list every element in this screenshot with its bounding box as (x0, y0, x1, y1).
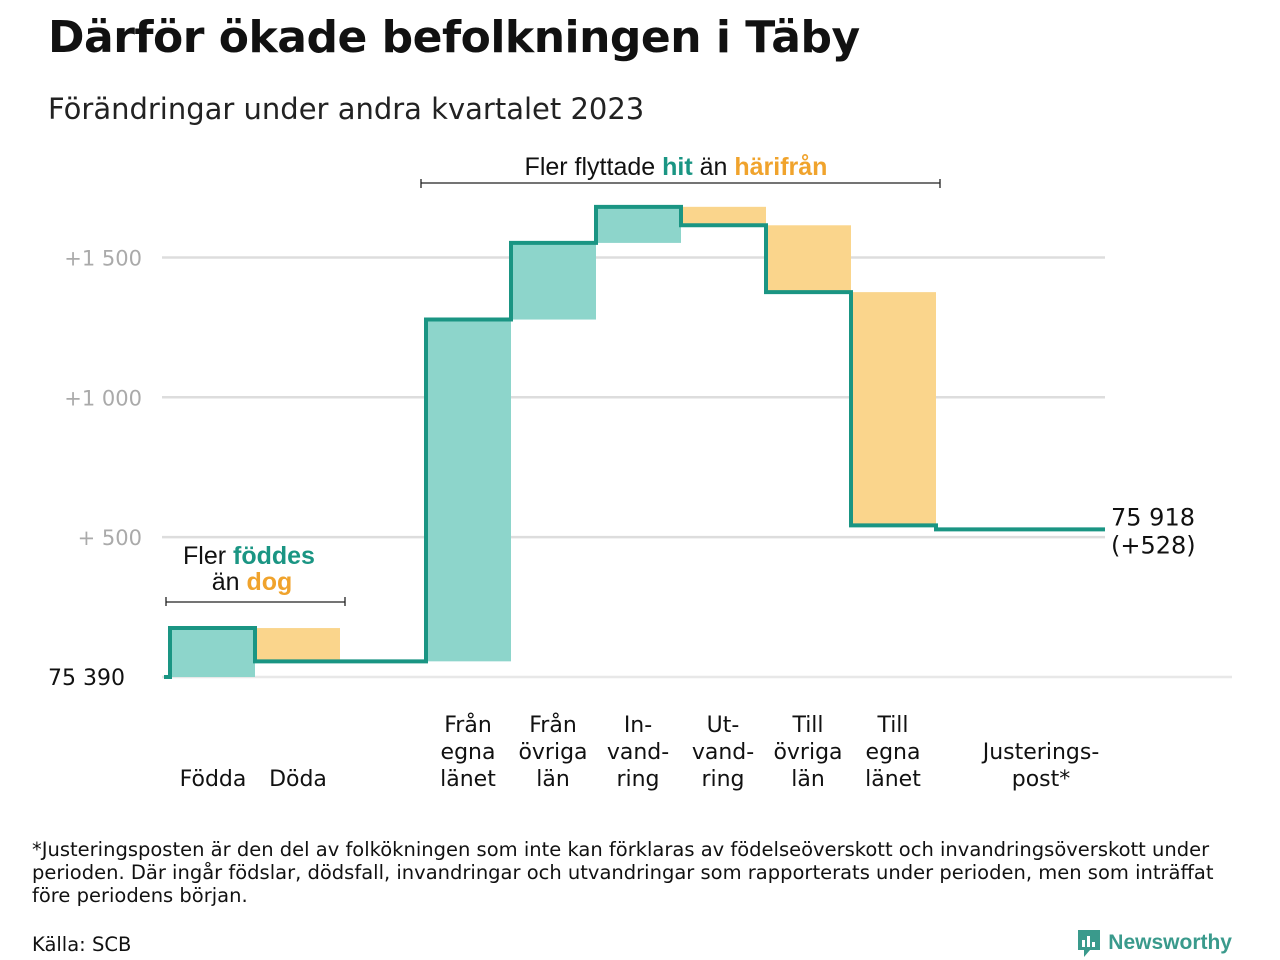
waterfall-bar (170, 628, 255, 677)
waterfall-bar (596, 206, 681, 243)
base-value-label: 75 390 (48, 666, 125, 691)
annotation-text: Fler flyttade (525, 153, 663, 181)
births-bracket (165, 597, 346, 606)
category-label-line: post* (1012, 767, 1071, 792)
moves-bracket (420, 179, 941, 188)
waterfall-bar (766, 225, 851, 293)
waterfall-bar (511, 242, 596, 320)
category-label-line: övriga (773, 740, 842, 765)
category-label-line: Justerings- (981, 740, 1100, 765)
brand-name: Newsworthy (1108, 931, 1232, 954)
y-tick-label: +1 000 (64, 386, 142, 410)
annotation-text: Fler (183, 542, 233, 570)
annotation-highlight: hit (662, 153, 693, 181)
category-label-line: vand- (692, 740, 754, 765)
waterfall-bar (851, 292, 936, 526)
annotation-highlight-born: föddes (233, 542, 315, 570)
total-change-label: (+528) (1111, 531, 1196, 559)
footnote: *Justeringsposten är den del av folkökni… (32, 838, 1214, 907)
category-label-line: Till (876, 713, 908, 738)
category-label-line: ring (701, 767, 744, 792)
category-label: Döda (269, 767, 327, 792)
category-label-line: Döda (269, 767, 327, 792)
waterfall-bar (255, 628, 340, 662)
category-label-line: Till (791, 713, 823, 738)
category-label-line: vand- (607, 740, 669, 765)
moves-annotation: Fler flyttade hit än härifrån (525, 153, 828, 181)
total-value-label: 75 918 (1111, 503, 1195, 531)
annotation-text: än (693, 153, 735, 181)
category-label-line: egna (441, 740, 496, 765)
page-title: Därför ökade befolkningen i Täby (48, 12, 860, 63)
cumulative-step-line (164, 204, 1105, 679)
category-label-line: Ut- (707, 713, 740, 738)
annotation-highlight: härifrån (734, 153, 827, 181)
brand-logo: Newsworthy (1076, 927, 1232, 959)
category-label-line: länet (865, 767, 921, 792)
waterfall-bar (426, 319, 511, 662)
category-label-line: län (791, 767, 825, 792)
category-label-line: Från (444, 712, 492, 738)
category-label-line: övriga (518, 740, 587, 765)
category-label-line: länet (440, 767, 496, 792)
source-note: Källa: SCB (32, 933, 132, 956)
category-label-line: Födda (180, 767, 247, 792)
page-subtitle: Förändringar under andra kvartalet 2023 (48, 92, 645, 126)
annotation-text: än (212, 568, 247, 596)
category-label-line: Från (529, 712, 577, 738)
category-label: Ut-vand-ring (692, 713, 754, 792)
y-tick-label: +1 500 (64, 246, 142, 270)
category-label: Födda (180, 767, 247, 792)
category-label-line: In- (624, 713, 652, 738)
category-label: Justerings-post* (981, 740, 1100, 792)
category-label-line: ring (616, 767, 659, 792)
births-annotation-line2: än dog (212, 568, 293, 596)
category-label-line: egna (866, 740, 921, 765)
births-annotation-line1: Fler föddes (183, 542, 315, 570)
category-label: In-vand-ring (607, 713, 669, 792)
category-label-line: län (536, 767, 570, 792)
waterfall-bar (681, 206, 766, 226)
y-tick-label: + 500 (78, 526, 142, 550)
annotation-highlight-died: dog (246, 568, 292, 596)
newsworthy-logo-icon (1078, 930, 1101, 957)
